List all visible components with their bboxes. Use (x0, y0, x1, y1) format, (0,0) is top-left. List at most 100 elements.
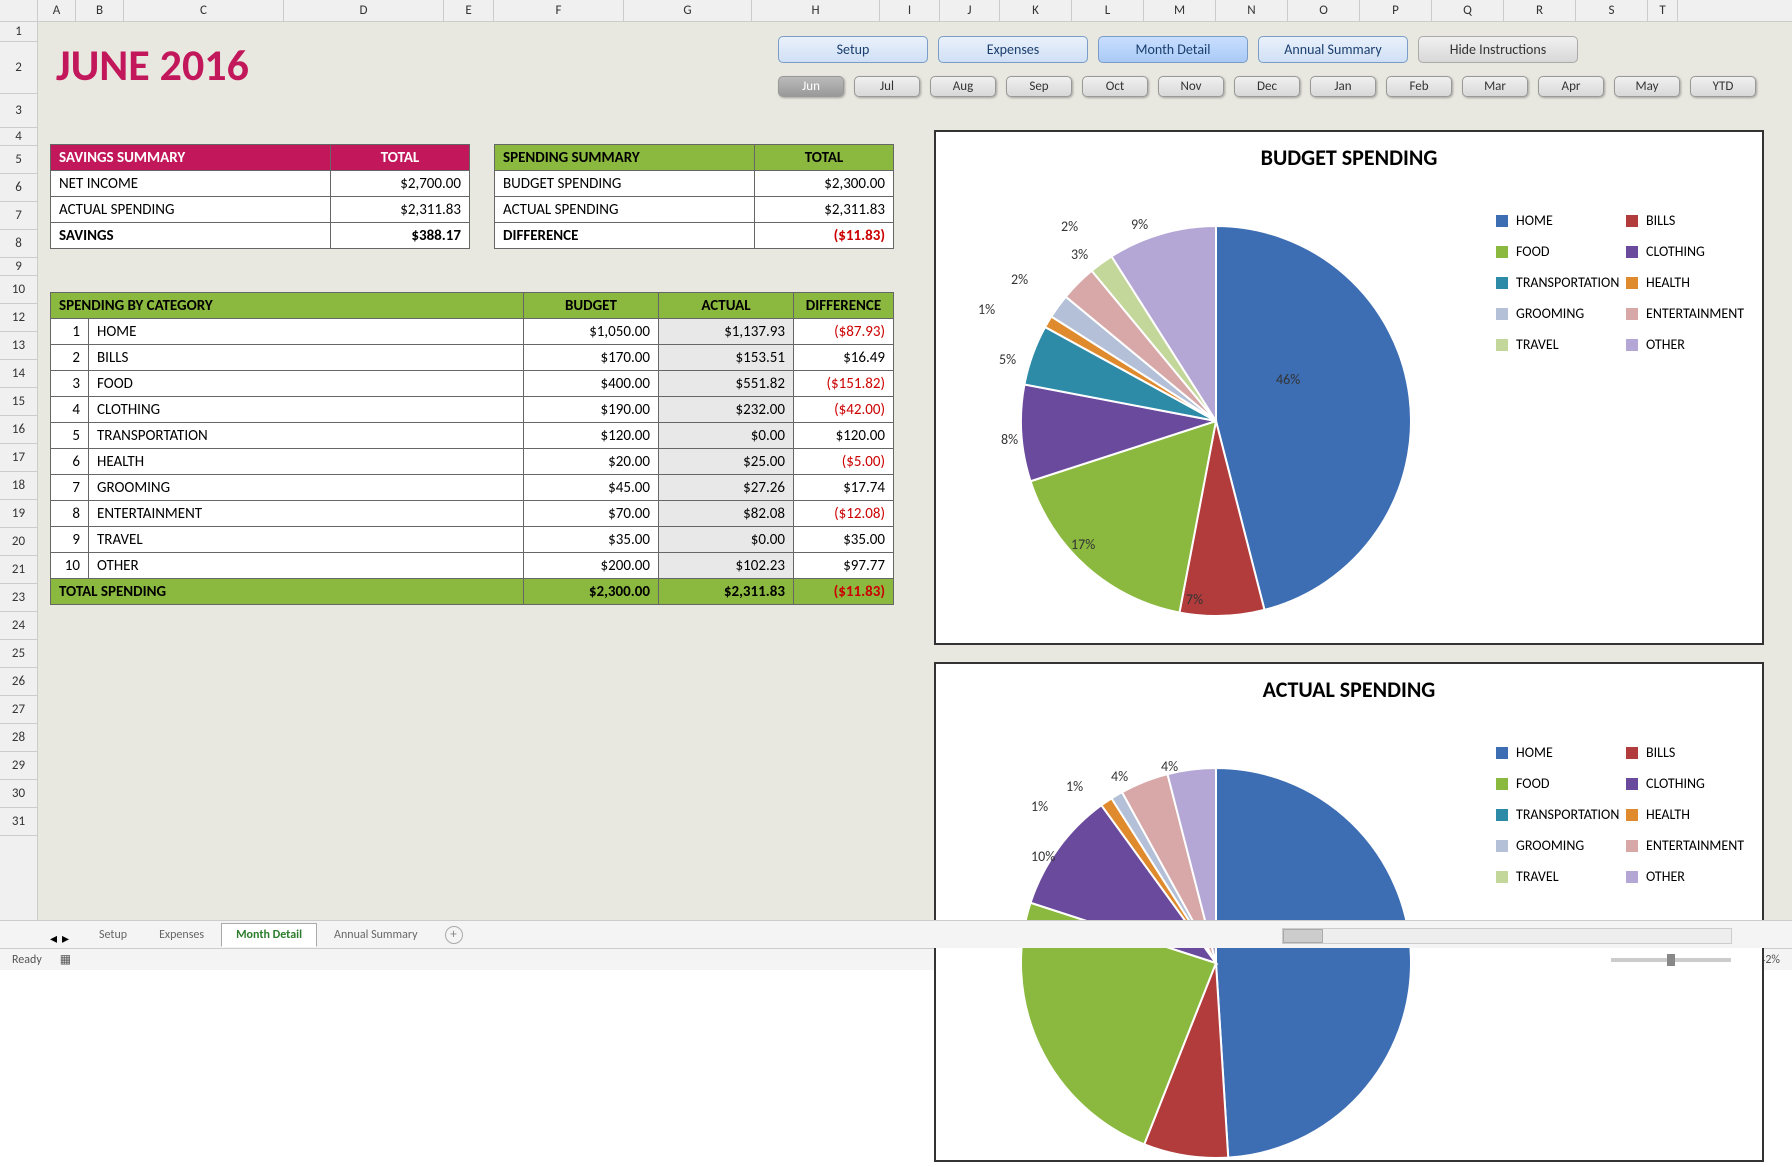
column-header-G[interactable]: G (624, 0, 752, 21)
month-button-nov[interactable]: Nov (1158, 76, 1224, 97)
cat-budget[interactable]: $120.00 (523, 423, 658, 449)
worksheet-area[interactable]: JUNE 2016 Setup Expenses Month Detail An… (38, 22, 1792, 920)
macro-recorder-icon[interactable]: ▦ (60, 952, 71, 967)
cat-actual[interactable]: $0.00 (658, 423, 793, 449)
cat-num[interactable]: 7 (51, 475, 89, 501)
row-header-9[interactable]: 9 (0, 258, 37, 276)
tab-nav-arrows[interactable]: ◂▸ (50, 930, 72, 940)
cat-budget[interactable]: $200.00 (523, 553, 658, 579)
cat-actual[interactable]: $153.51 (658, 345, 793, 371)
row-header-20[interactable]: 20 (0, 528, 37, 556)
column-header-R[interactable]: R (1504, 0, 1576, 21)
net-income-label[interactable]: NET INCOME (51, 171, 331, 197)
actual-spending-value-2[interactable]: $2,311.83 (755, 197, 894, 223)
cat-diff[interactable]: ($87.93) (793, 319, 893, 345)
cat-name[interactable]: ENTERTAINMENT (89, 501, 524, 527)
month-button-oct[interactable]: Oct (1082, 76, 1148, 97)
cat-diff[interactable]: $35.00 (793, 527, 893, 553)
month-button-may[interactable]: May (1614, 76, 1680, 97)
row-header-2[interactable]: 2 (0, 42, 37, 94)
cat-actual[interactable]: $27.26 (658, 475, 793, 501)
cat-diff[interactable]: ($12.08) (793, 501, 893, 527)
cat-diff[interactable]: $97.77 (793, 553, 893, 579)
cat-num[interactable]: 4 (51, 397, 89, 423)
row-header-7[interactable]: 7 (0, 202, 37, 230)
column-header-H[interactable]: H (752, 0, 880, 21)
column-header-Q[interactable]: Q (1432, 0, 1504, 21)
sheet-tab-expenses[interactable]: Expenses (144, 923, 219, 947)
cat-budget[interactable]: $70.00 (523, 501, 658, 527)
column-header-J[interactable]: J (940, 0, 1000, 21)
row-header-13[interactable]: 13 (0, 332, 37, 360)
total-budget[interactable]: $2,300.00 (523, 579, 658, 605)
sheet-tab-setup[interactable]: Setup (84, 923, 142, 947)
row-header-3[interactable]: 3 (0, 94, 37, 128)
savings-value[interactable]: $388.17 (331, 223, 470, 249)
cat-actual[interactable]: $25.00 (658, 449, 793, 475)
cat-name[interactable]: TRANSPORTATION (89, 423, 524, 449)
row-header-10[interactable]: 10 (0, 276, 37, 304)
row-header-17[interactable]: 17 (0, 444, 37, 472)
cat-actual[interactable]: $102.23 (658, 553, 793, 579)
cat-num[interactable]: 10 (51, 553, 89, 579)
row-header-5[interactable]: 5 (0, 146, 37, 174)
cat-num[interactable]: 6 (51, 449, 89, 475)
total-actual[interactable]: $2,311.83 (658, 579, 793, 605)
cat-diff[interactable]: ($5.00) (793, 449, 893, 475)
cat-budget[interactable]: $45.00 (523, 475, 658, 501)
cat-num[interactable]: 5 (51, 423, 89, 449)
row-header-30[interactable]: 30 (0, 780, 37, 808)
row-header-23[interactable]: 23 (0, 584, 37, 612)
hide-instructions-button[interactable]: Hide Instructions (1418, 36, 1578, 63)
cat-actual[interactable]: $1,137.93 (658, 319, 793, 345)
cat-budget[interactable]: $1,050.00 (523, 319, 658, 345)
row-header-16[interactable]: 16 (0, 416, 37, 444)
row-header-25[interactable]: 25 (0, 640, 37, 668)
sheet-tab-annual-summary[interactable]: Annual Summary (319, 923, 432, 947)
cat-actual[interactable]: $0.00 (658, 527, 793, 553)
column-header-I[interactable]: I (880, 0, 940, 21)
row-header-18[interactable]: 18 (0, 472, 37, 500)
month-button-jun[interactable]: Jun (778, 76, 844, 97)
cat-budget[interactable]: $35.00 (523, 527, 658, 553)
actual-spending-label[interactable]: ACTUAL SPENDING (51, 197, 331, 223)
cat-name[interactable]: HOME (89, 319, 524, 345)
month-button-feb[interactable]: Feb (1386, 76, 1452, 97)
column-header-D[interactable]: D (284, 0, 444, 21)
cat-budget[interactable]: $400.00 (523, 371, 658, 397)
cat-diff[interactable]: $120.00 (793, 423, 893, 449)
cat-num[interactable]: 8 (51, 501, 89, 527)
row-header-31[interactable]: 31 (0, 808, 37, 836)
cat-num[interactable]: 9 (51, 527, 89, 553)
cat-diff[interactable]: $16.49 (793, 345, 893, 371)
row-header-21[interactable]: 21 (0, 556, 37, 584)
difference-label[interactable]: DIFFERENCE (495, 223, 755, 249)
month-button-mar[interactable]: Mar (1462, 76, 1528, 97)
column-header-A[interactable]: A (38, 0, 76, 21)
row-header-27[interactable]: 27 (0, 696, 37, 724)
column-header-S[interactable]: S (1576, 0, 1648, 21)
column-header-T[interactable]: T (1648, 0, 1678, 21)
net-income-value[interactable]: $2,700.00 (331, 171, 470, 197)
cat-name[interactable]: CLOTHING (89, 397, 524, 423)
row-header-6[interactable]: 6 (0, 174, 37, 202)
column-header-C[interactable]: C (124, 0, 284, 21)
cat-budget[interactable]: $20.00 (523, 449, 658, 475)
month-button-ytd[interactable]: YTD (1690, 76, 1756, 97)
select-all-corner[interactable] (0, 0, 38, 21)
row-header-14[interactable]: 14 (0, 360, 37, 388)
setup-button[interactable]: Setup (778, 36, 928, 63)
month-button-aug[interactable]: Aug (930, 76, 996, 97)
new-sheet-button[interactable]: + (445, 926, 463, 944)
zoom-slider[interactable] (1611, 958, 1731, 962)
cat-num[interactable]: 3 (51, 371, 89, 397)
column-header-L[interactable]: L (1072, 0, 1144, 21)
horizontal-scrollbar[interactable] (1282, 928, 1732, 944)
row-header-8[interactable]: 8 (0, 230, 37, 258)
row-header-15[interactable]: 15 (0, 388, 37, 416)
cat-name[interactable]: BILLS (89, 345, 524, 371)
cat-name[interactable]: GROOMING (89, 475, 524, 501)
row-header-12[interactable]: 12 (0, 304, 37, 332)
expenses-button[interactable]: Expenses (938, 36, 1088, 63)
cat-name[interactable]: FOOD (89, 371, 524, 397)
